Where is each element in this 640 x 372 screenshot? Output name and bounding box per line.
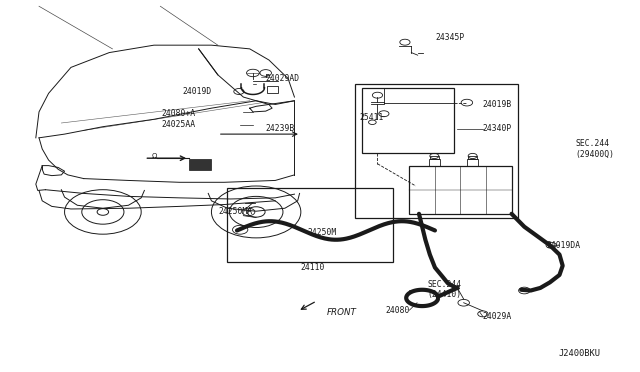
- Bar: [430, 156, 439, 159]
- Bar: [267, 86, 278, 93]
- Text: 24080: 24080: [385, 306, 410, 315]
- Text: 24080+A: 24080+A: [161, 109, 195, 118]
- Text: 24239B: 24239B: [266, 124, 295, 133]
- Bar: [227, 188, 394, 262]
- Bar: [468, 156, 477, 159]
- Text: 24029A: 24029A: [483, 312, 512, 321]
- Text: 24250M: 24250M: [307, 228, 337, 237]
- Bar: [189, 159, 211, 170]
- Bar: [355, 84, 518, 218]
- Text: 24345P: 24345P: [435, 33, 464, 42]
- Bar: [410, 166, 511, 214]
- Text: 24019D: 24019D: [182, 87, 211, 96]
- Text: 24029AD: 24029AD: [266, 74, 300, 83]
- Text: 25411: 25411: [360, 113, 384, 122]
- Bar: [467, 159, 478, 166]
- Text: 24019DA: 24019DA: [547, 241, 581, 250]
- Bar: [362, 88, 454, 153]
- Text: 24340P: 24340P: [483, 124, 512, 133]
- Text: 24019B: 24019B: [483, 100, 512, 109]
- Text: FRONT: FRONT: [326, 308, 356, 317]
- Text: J2400BKU: J2400BKU: [559, 349, 601, 358]
- Text: 24110: 24110: [301, 263, 325, 272]
- Text: SEC.244
(29400Q): SEC.244 (29400Q): [575, 139, 614, 158]
- Text: 24250MA: 24250MA: [219, 208, 253, 217]
- Bar: [429, 159, 440, 166]
- Text: Ω: Ω: [151, 153, 157, 158]
- Text: 24025AA: 24025AA: [161, 121, 195, 129]
- Text: SEC.244
(24410): SEC.244 (24410): [428, 280, 461, 299]
